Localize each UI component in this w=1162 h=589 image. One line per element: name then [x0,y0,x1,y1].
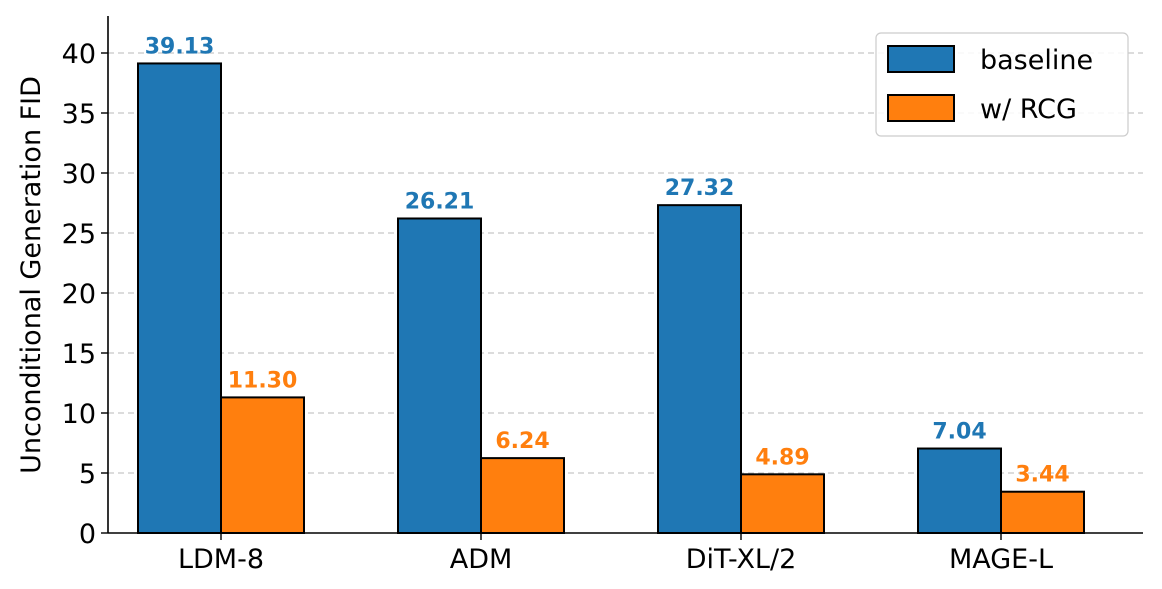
axes [107,16,1143,534]
data-label: 27.32 [665,176,735,201]
y-tick-label: 25 [62,219,96,250]
legend-swatch-rcg [887,94,955,122]
bar-baseline-0 [137,62,222,534]
y-tick-label: 0 [79,519,96,550]
y-tick-label: 30 [62,159,96,190]
legend-swatch-baseline [887,45,955,73]
data-label: 4.89 [755,445,809,470]
bar-rcg-1 [480,457,565,534]
data-label: 3.44 [1015,463,1069,488]
y-tick-label: 40 [62,39,96,70]
x-ticks: LDM-8 ADM DiT-XL/2 MAGE-L [178,533,1053,575]
data-label: 11.30 [228,368,298,393]
y-tick-label: 35 [62,99,96,130]
y-axis-title: Unconditional Generation FID [16,76,47,474]
data-label: 6.24 [495,429,549,454]
x-tick-label: DiT-XL/2 [686,544,797,575]
legend: baseline w/ RCG [875,32,1129,137]
y-tick-label: 15 [62,339,96,370]
data-label: 7.04 [932,420,986,445]
y-tick-label: 20 [62,279,96,310]
bar-baseline-2 [657,204,742,534]
data-label: 26.21 [405,189,475,214]
bar-rcg-2 [740,473,825,535]
legend-label-rcg: w/ RCG [980,94,1077,125]
bars [137,62,1085,535]
bar-baseline-1 [397,217,482,534]
y-tick-label: 10 [62,399,96,430]
bar-rcg-0 [220,396,305,534]
bar-baseline-3 [917,447,1002,534]
data-label: 39.13 [145,34,215,59]
x-tick-label: LDM-8 [178,544,264,575]
bar-rcg-3 [1000,490,1085,534]
x-tick-label: MAGE-L [949,544,1053,575]
x-tick-label: ADM [450,544,513,575]
y-tick-label: 5 [79,459,96,490]
legend-label-baseline: baseline [980,45,1093,76]
data-labels: 39.13 11.30 26.21 6.24 27.32 4.89 7.04 3.44 [145,34,1070,487]
y-ticks: 0 5 10 15 20 25 30 35 40 [62,39,108,550]
